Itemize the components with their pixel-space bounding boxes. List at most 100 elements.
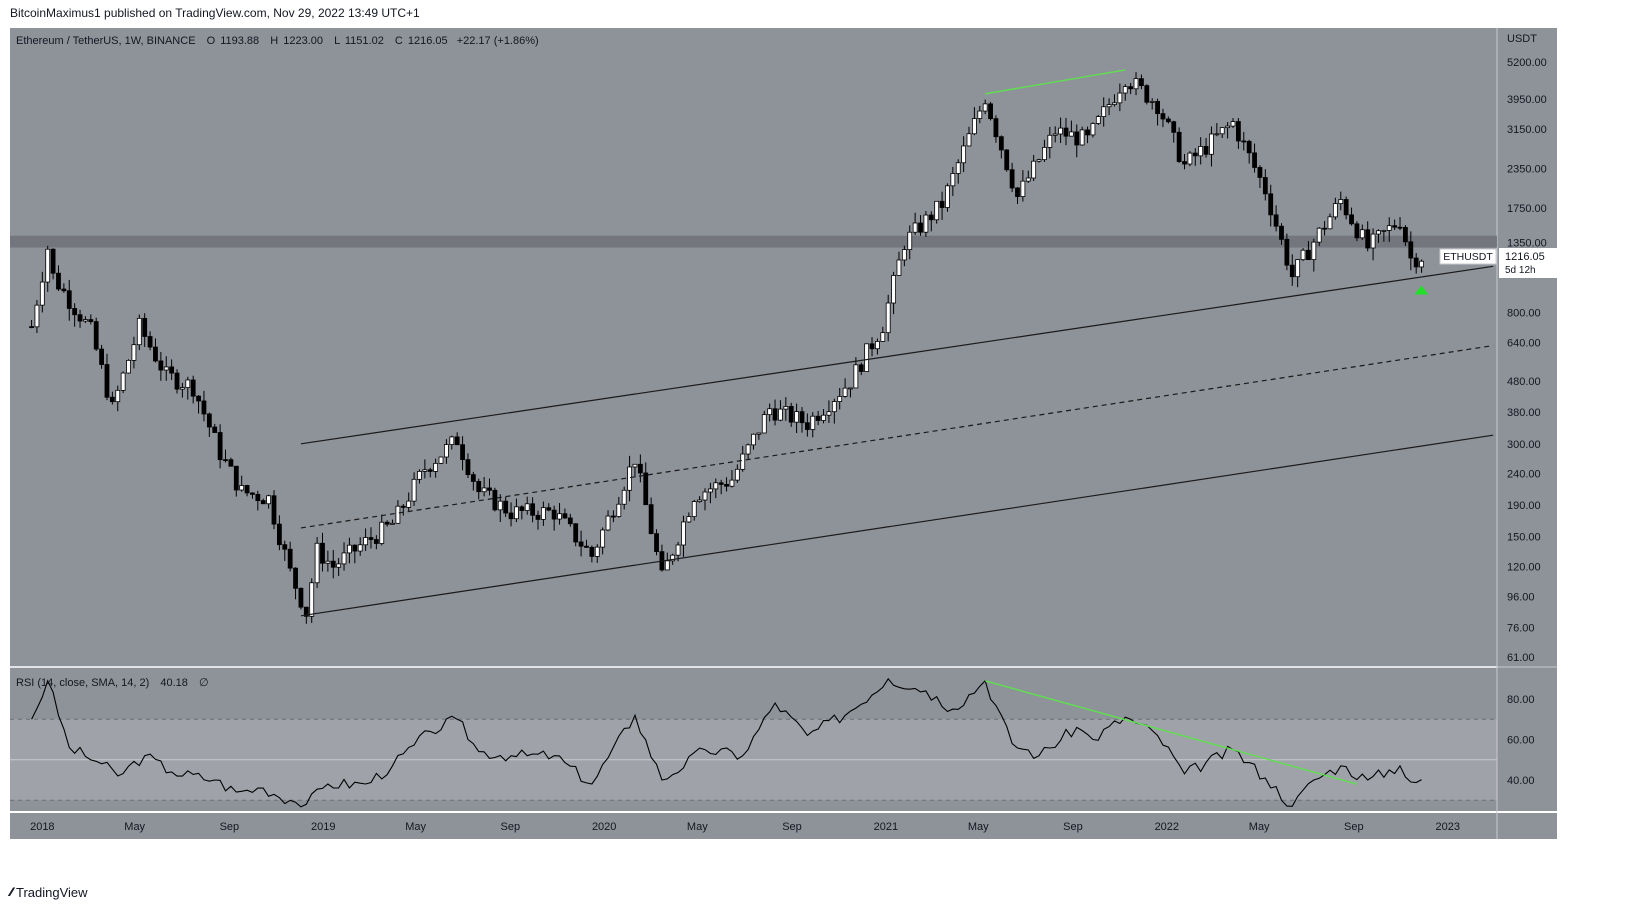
- candle-body: [244, 485, 250, 494]
- price-axis-currency: USDT: [1507, 33, 1537, 45]
- candle-body: [1386, 225, 1392, 231]
- candle-body: [584, 545, 589, 548]
- candle-body: [1376, 230, 1381, 235]
- legend-high-label: H: [270, 35, 278, 47]
- candle-body: [1031, 160, 1037, 179]
- candle-body: [88, 319, 94, 322]
- candle-body: [115, 389, 121, 403]
- candle-body: [664, 560, 670, 571]
- candle-body: [945, 185, 950, 208]
- candle-body: [1090, 123, 1096, 136]
- candle-body: [901, 249, 907, 261]
- candle-body: [373, 539, 379, 544]
- candle-body: [1214, 133, 1220, 136]
- time-tick-label: Sep: [1063, 821, 1083, 833]
- candle-body: [217, 432, 223, 461]
- candle-body: [357, 544, 363, 552]
- candle-body: [853, 364, 859, 389]
- candle-body: [1316, 227, 1322, 243]
- candle-body: [190, 379, 196, 397]
- candle-body: [487, 487, 492, 491]
- candle-body: [675, 544, 681, 556]
- price-tick-label: 96.00: [1507, 591, 1535, 603]
- candle-body: [1370, 233, 1376, 249]
- candle-body: [34, 304, 40, 328]
- channel-mid-line: [300, 344, 1494, 529]
- price-tick-label: 480.00: [1507, 376, 1541, 388]
- candle-body: [255, 493, 261, 502]
- candle-body: [918, 222, 923, 233]
- legend-change: +22.17 (+1.86%): [457, 35, 539, 47]
- time-tick-label: Sep: [220, 821, 240, 833]
- candle-body: [45, 248, 51, 283]
- chart-svg[interactable]: 5200.00 3950.00 3150.00 2350.00 1750.00 1350.…: [10, 28, 1630, 873]
- candle-body: [1058, 127, 1063, 135]
- candle-body: [497, 500, 503, 511]
- candle-body: [1392, 225, 1398, 228]
- time-tick-label: Sep: [1344, 821, 1364, 833]
- price-tick-label: 300.00: [1507, 439, 1541, 451]
- candle-body: [233, 465, 239, 491]
- candle-body: [126, 359, 131, 374]
- candle-body: [131, 344, 137, 361]
- candle-body: [1139, 78, 1144, 87]
- candle-body: [1112, 102, 1117, 105]
- rsi-divergence-line: [984, 680, 1358, 785]
- price-tick-label: 5200.00: [1507, 57, 1547, 69]
- candle-body: [961, 145, 967, 164]
- candle-body: [1025, 177, 1031, 182]
- price-tick-label: 150.00: [1507, 532, 1541, 544]
- candle-body: [1230, 121, 1236, 127]
- candle-body: [977, 110, 983, 119]
- candle-body: [1085, 129, 1090, 136]
- price-axis-bg[interactable]: [1497, 28, 1557, 811]
- svg-text:Ethereum / TetherUS, 1W, BINAN: Ethereum / TetherUS, 1W, BINANCE O 1193.…: [16, 35, 539, 47]
- time-tick-label: 2022: [1155, 821, 1179, 833]
- candle-body: [1306, 249, 1311, 261]
- candle-body: [470, 474, 476, 482]
- candle-body: [756, 432, 762, 435]
- badge-countdown: 5d 12h: [1505, 265, 1536, 276]
- candle-body: [831, 401, 837, 413]
- candle-body: [1225, 125, 1231, 129]
- candle-body: [546, 507, 552, 511]
- candle-body: [1095, 116, 1101, 124]
- candle-body: [1052, 133, 1058, 136]
- candle-body: [589, 546, 595, 557]
- annotation-lines-layer: [300, 69, 1494, 617]
- candle-body: [1246, 140, 1252, 154]
- legend-open-label: O: [207, 35, 216, 47]
- candle-body: [212, 426, 218, 433]
- chart-container[interactable]: 5200.00 3950.00 3150.00 2350.00 1750.00 1350.…: [10, 28, 1630, 873]
- tradingview-logo-icon: ⁄⁄: [10, 885, 13, 899]
- candle-body: [347, 544, 352, 554]
- candle-body: [621, 489, 627, 505]
- candle-body: [837, 396, 843, 402]
- candle-body: [1289, 264, 1295, 278]
- bullish-arrow-icon: [1414, 285, 1429, 295]
- resistance-zone: [10, 235, 1497, 248]
- candle-body: [444, 444, 449, 458]
- candle-body: [718, 482, 724, 485]
- price-pane[interactable]: [10, 28, 1497, 666]
- candle-body: [427, 469, 433, 472]
- candle-body: [912, 222, 918, 233]
- candle-body: [465, 459, 471, 476]
- candle-body: [1343, 199, 1349, 216]
- candle-body: [72, 308, 78, 316]
- candle-body: [535, 514, 541, 520]
- price-ticks: 5200.00 3950.00 3150.00 2350.00 1750.00 1350.…: [1507, 57, 1547, 664]
- candle-body: [390, 522, 395, 525]
- candle-body: [1332, 203, 1338, 218]
- time-tick-label: May: [405, 821, 426, 833]
- rsi-tick-label: 80.00: [1507, 694, 1535, 706]
- time-tick-label: 2020: [592, 821, 616, 833]
- candle-body: [158, 360, 164, 371]
- candle-body: [551, 509, 557, 520]
- time-axis-bg[interactable]: [10, 813, 1557, 839]
- price-tick-label: 1750.00: [1507, 203, 1547, 215]
- candle-body: [751, 433, 756, 446]
- candle-body: [1279, 225, 1284, 240]
- candle-body: [562, 513, 568, 519]
- price-tick-label: 76.00: [1507, 623, 1535, 635]
